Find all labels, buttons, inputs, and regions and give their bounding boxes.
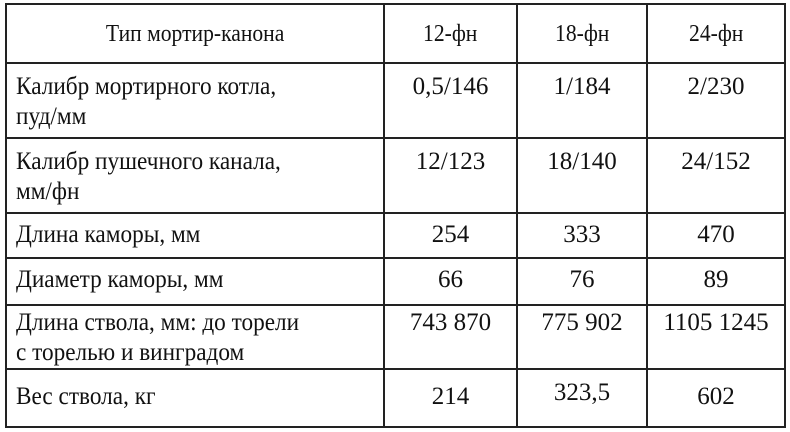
cell-value: 12/123 [383, 137, 518, 214]
mortar-cannon-table: Тип мортир-канона 12-фн 18-фн 24-фн Кали… [5, 3, 786, 428]
header-cell-24: 24-фн [646, 3, 786, 64]
label-line: Калибр пушечного канала, [16, 148, 281, 175]
label-line: Вес ствола, кг [16, 383, 156, 410]
cell-value: 76 [516, 257, 648, 306]
cell-value: 66 [383, 257, 518, 306]
table-row: Калибр пушечного канала, мм/фн 12/123 18/… [5, 137, 786, 214]
label-line: Диаметр каморы, мм [16, 266, 224, 293]
cell-value: 214 [383, 368, 518, 428]
cell-value: 333 [516, 212, 648, 259]
cell-value: 775 902 [516, 304, 648, 370]
cell-value: 470 [646, 212, 786, 259]
row-label: Калибр мортирного котла, пуд/мм [5, 62, 385, 139]
cell-value: 743 870 [383, 304, 518, 370]
table-row: Вес ствола, кг 214 323,5 602 [5, 368, 786, 428]
header-text: 12-фн [423, 20, 478, 47]
label-line: мм/фн [16, 178, 80, 205]
table-row: Длина каморы, мм 254 333 470 [5, 212, 786, 259]
cell-value: 0,5/146 [383, 62, 518, 139]
cell-value: 24/152 [646, 137, 786, 214]
cell-value: 323,5 [516, 368, 648, 428]
row-label: Длина ствола, мм: до торели с торелью и в… [5, 304, 385, 370]
header-cell-18: 18-фн [516, 3, 648, 64]
cell-value: 602 [646, 368, 786, 428]
table-row: Калибр мортирного котла, пуд/мм 0,5/146 1… [5, 62, 786, 139]
row-label: Калибр пушечного канала, мм/фн [5, 137, 385, 214]
header-text: Тип мортир-канона [105, 20, 285, 47]
cell-value: 2/230 [646, 62, 786, 139]
label-line: Длина ствола, мм: до торели [16, 309, 300, 336]
label-line: Калибр мортирного котла, [16, 73, 277, 100]
header-cell-type: Тип мортир-канона [5, 3, 385, 64]
cell-value: 1105 1245 [646, 304, 786, 370]
label-line: Длина каморы, мм [16, 221, 201, 248]
table-row: Диаметр каморы, мм 66 76 89 [5, 257, 786, 306]
cell-value: 18/140 [516, 137, 648, 214]
row-label: Диаметр каморы, мм [5, 257, 385, 306]
cell-value: 1/184 [516, 62, 648, 139]
table-row: Длина ствола, мм: до торели с торелью и в… [5, 304, 786, 370]
row-label: Длина каморы, мм [5, 212, 385, 259]
label-line: с торелью и винградом [16, 339, 245, 366]
header-text: 18-фн [554, 20, 610, 47]
row-label: Вес ствола, кг [5, 368, 385, 428]
header-text: 24-фн [688, 20, 744, 47]
cell-value: 89 [646, 257, 786, 306]
label-line: пуд/мм [16, 103, 87, 130]
header-row: Тип мортир-канона 12-фн 18-фн 24-фн [5, 3, 786, 64]
header-cell-12: 12-фн [383, 3, 518, 64]
cell-value: 254 [383, 212, 518, 259]
